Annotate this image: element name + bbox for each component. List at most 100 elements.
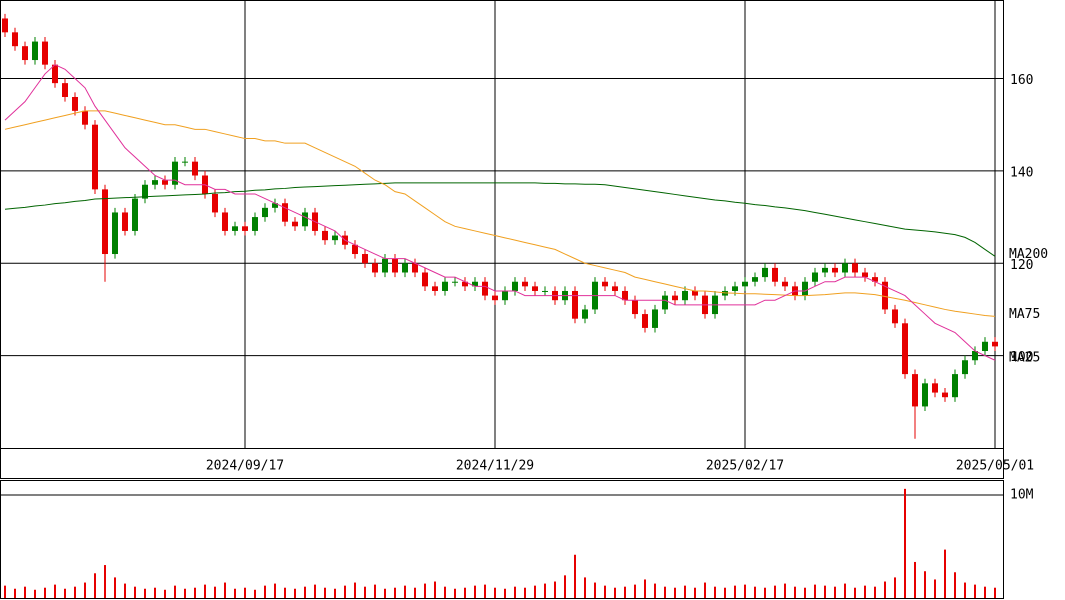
volume-bar [864, 585, 866, 598]
candle-body [602, 281, 608, 287]
candle-body [682, 290, 688, 301]
volume-bar [134, 586, 136, 598]
candle-body [802, 281, 808, 296]
candle-body [132, 198, 138, 231]
candle-body [82, 110, 88, 125]
candle-body [162, 180, 168, 185]
volume-bar [84, 582, 86, 598]
candle-body [142, 184, 148, 199]
volume-bar [364, 586, 366, 598]
candle-body [872, 277, 878, 282]
volume-bar [304, 586, 306, 598]
candle-body [362, 254, 368, 264]
x-tick-label: 2024/09/17 [206, 459, 284, 474]
volume-bar [454, 588, 456, 598]
volume-bar [254, 589, 256, 598]
volume-bar [64, 588, 66, 598]
candle-body [432, 286, 438, 291]
volume-bar [294, 588, 296, 598]
volume-bar [264, 585, 266, 598]
volume-bar [984, 586, 986, 598]
volume-bar [4, 585, 6, 598]
candle-body [122, 212, 128, 231]
candle-body [542, 290, 548, 292]
volume-bar [394, 587, 396, 598]
candle-body [612, 286, 618, 291]
volume-bar [664, 586, 666, 598]
candle-body [222, 212, 228, 231]
candle-body [972, 351, 978, 361]
candle-body [892, 309, 898, 324]
volume-bar [144, 588, 146, 598]
volume-bar [794, 586, 796, 598]
candle-body [512, 281, 518, 291]
volume-bar [924, 571, 926, 598]
volume-bar [464, 587, 466, 598]
candle-body [212, 193, 218, 213]
candle-body [982, 341, 988, 352]
volume-bar [494, 587, 496, 598]
candle-body [262, 207, 268, 218]
candle-body [502, 290, 508, 301]
candle-body [192, 161, 198, 176]
volume-bar [314, 584, 316, 598]
candle-body [962, 360, 968, 375]
volume-bar [684, 585, 686, 598]
candle-body [322, 230, 328, 241]
candle-body [842, 263, 848, 273]
candle-body [462, 281, 468, 287]
volume-bar [474, 585, 476, 598]
volume-bar [574, 554, 576, 598]
candle-body [622, 290, 628, 301]
volume-bar [214, 586, 216, 598]
volume-bar [204, 584, 206, 598]
candle-body [952, 374, 958, 398]
volume-bar [934, 579, 936, 598]
candle-body [652, 309, 658, 328]
candle-body [482, 281, 488, 296]
x-tick-label: 2025/05/01 [956, 459, 1034, 474]
candle-body [412, 263, 418, 273]
candle-body [662, 295, 668, 310]
candle-body [422, 272, 428, 287]
volume-bar [814, 584, 816, 598]
candle-body [452, 281, 458, 283]
volume-tick-label: 10M [1010, 488, 1034, 503]
x-tick-label: 2024/11/29 [456, 459, 534, 474]
volume-bar [704, 582, 706, 598]
volume-bar [654, 583, 656, 598]
candle-body [932, 383, 938, 393]
candle-body [692, 290, 698, 296]
volume-bar [554, 581, 556, 598]
volume-bar [584, 577, 586, 598]
volume-bar [114, 577, 116, 598]
candle-body [532, 286, 538, 291]
candle-body [882, 281, 888, 310]
legend-label: MA200 [1009, 247, 1048, 262]
candle-body [642, 314, 648, 328]
volume-bar [94, 573, 96, 598]
legend-label: MA75 [1009, 307, 1040, 322]
volume-bar [904, 488, 906, 598]
volume-bar [434, 581, 436, 598]
volume-bar [44, 587, 46, 598]
candle-body [32, 41, 38, 61]
volume-bar [504, 588, 506, 598]
candle-body [862, 272, 868, 278]
volume-bar [854, 587, 856, 598]
volume-bar [784, 583, 786, 598]
volume-bar [674, 587, 676, 598]
volume-bar [444, 586, 446, 598]
volume-bar [844, 583, 846, 598]
volume-bar [594, 582, 596, 598]
candle-body [42, 41, 48, 65]
volume-bar [564, 575, 566, 598]
ma-line [4, 64, 996, 361]
legend-label: MA25 [1009, 351, 1040, 366]
volume-bar [374, 584, 376, 598]
volume-bar [734, 585, 736, 598]
candle-body [102, 189, 108, 255]
volume-bar [534, 585, 536, 598]
volume-bar [744, 584, 746, 598]
